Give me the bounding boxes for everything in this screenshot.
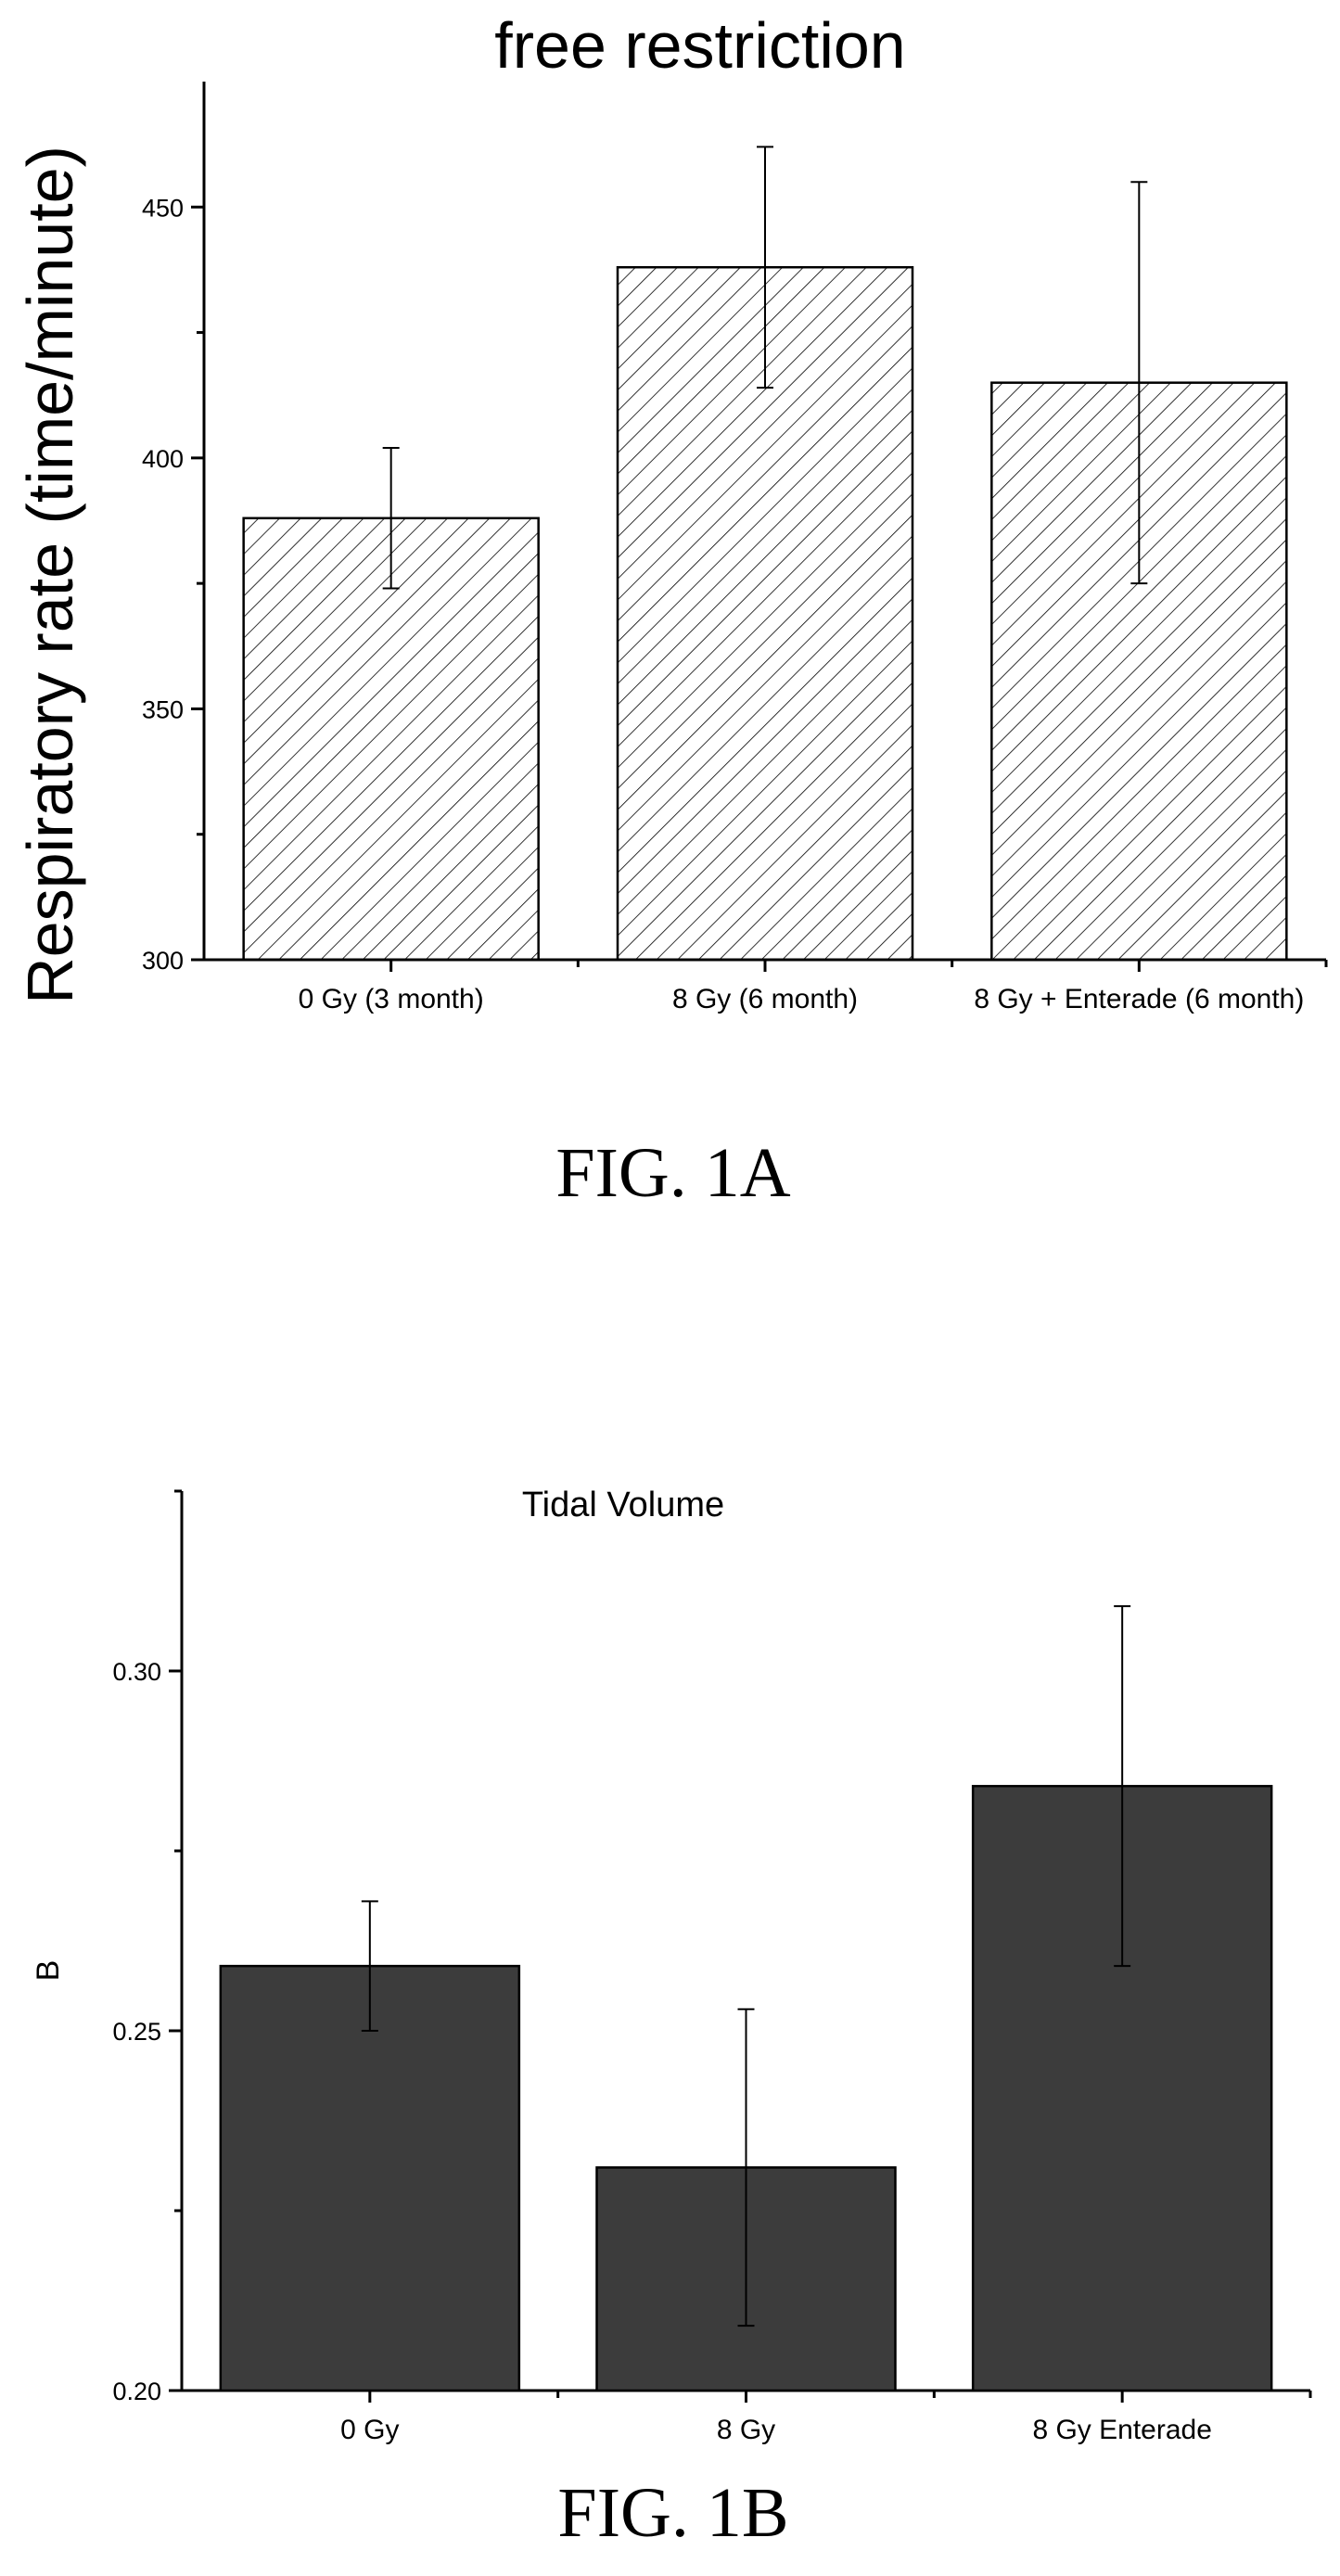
chart-a-bars [242,146,1288,962]
chartB-y-tick-label: 0.25 [112,2018,161,2046]
chart-b: Tidal Volume B 0.20 0.25 0.30 0 Gy 8 Gy 8 Gy… [31,1486,1312,2445]
chart-a-y-axis-label: Respiratory rate (time/minute) [14,146,86,1004]
chartA-y-tick-label: 350 [142,695,184,723]
chart-b-bars [219,1605,1273,2392]
chart-b-y-ticks: 0.20 0.25 0.30 [112,1489,182,2405]
chart-b-title: Tidal Volume [522,1486,724,1524]
chart-b-x-ticks: 0 Gy 8 Gy 8 Gy Enterade [340,2391,1312,2445]
figure-caption-1b: FIG. 1B [557,2474,788,2552]
chartA-y-tick-label: 450 [142,194,184,222]
chartA-bar [616,265,914,962]
chart-a-title: free restriction [494,9,905,82]
chart-a-x-ticks: 0 Gy (3 month) 8 Gy (6 month) 8 Gy + Enter… [299,960,1328,1014]
chartA-bar [242,516,540,962]
chartA-y-tick-label: 400 [142,445,184,473]
chartA-x-tick-label: 8 Gy + Enterade (6 month) [974,984,1304,1014]
chartA-x-tick-label: 0 Gy (3 month) [299,984,484,1014]
chartB-bar [219,1964,521,2392]
chartB-y-tick-label: 0.20 [112,2378,161,2405]
chartA-y-tick-label: 300 [142,947,184,975]
chartB-x-tick-label: 0 Gy [340,2415,399,2445]
chart-a-y-ticks: 300 350 400 450 [142,194,204,975]
chart-a: free restriction Respiratory rate (time/… [14,9,1328,1014]
figure-caption-1a: FIG. 1A [555,1134,790,1212]
chartB-x-tick-label: 8 Gy [717,2415,775,2445]
chartB-x-tick-label: 8 Gy Enterade [1032,2415,1211,2445]
chart-b-y-axis-label: B [31,1960,66,1982]
chartB-y-tick-label: 0.30 [112,1658,161,1686]
chartA-x-tick-label: 8 Gy (6 month) [672,984,858,1014]
